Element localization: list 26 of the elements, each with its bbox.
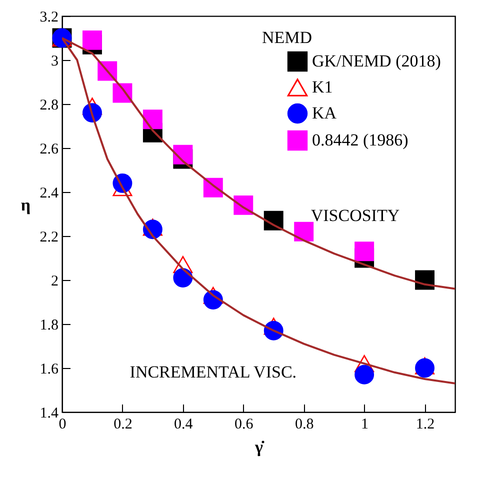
x-tick-label: 0.4: [174, 416, 194, 432]
y-tick-label: 2.4: [40, 186, 59, 202]
annotation: VISCOSITY: [310, 206, 400, 226]
y-tick-label: 1.4: [40, 406, 59, 422]
x-axis-title: γ̇: [254, 438, 265, 456]
y-tick-label: 2: [51, 274, 58, 290]
legend-label: K1: [312, 78, 333, 96]
x-tick-label: 1.2: [416, 416, 435, 432]
y-tick-label: 3.2: [40, 10, 58, 26]
annotation: INCREMENTAL VISC.: [130, 362, 297, 382]
x-tick-label: 1: [361, 416, 369, 432]
legend-title: NEMD: [262, 28, 312, 47]
y-tick-label: 2.2: [40, 230, 58, 246]
x-tick-label: 0.8: [294, 416, 314, 432]
x-tick-label: 0.6: [234, 416, 254, 432]
legend-label: GK/NEMD (2018): [312, 52, 441, 70]
y-tick-label: 2.8: [40, 98, 58, 114]
y-tick-label: 1.8: [40, 318, 58, 334]
x-tick-label: 0: [58, 416, 66, 432]
legend-label: KA: [312, 104, 338, 122]
x-tick-label: 0.2: [114, 416, 132, 432]
y-axis-title: η: [20, 196, 31, 214]
legend-label: 0.8442 (1986): [312, 130, 408, 150]
y-tick-label: 1.6: [40, 362, 59, 378]
y-tick-label: 2.6: [40, 142, 59, 158]
y-tick-label: 3: [51, 54, 58, 70]
